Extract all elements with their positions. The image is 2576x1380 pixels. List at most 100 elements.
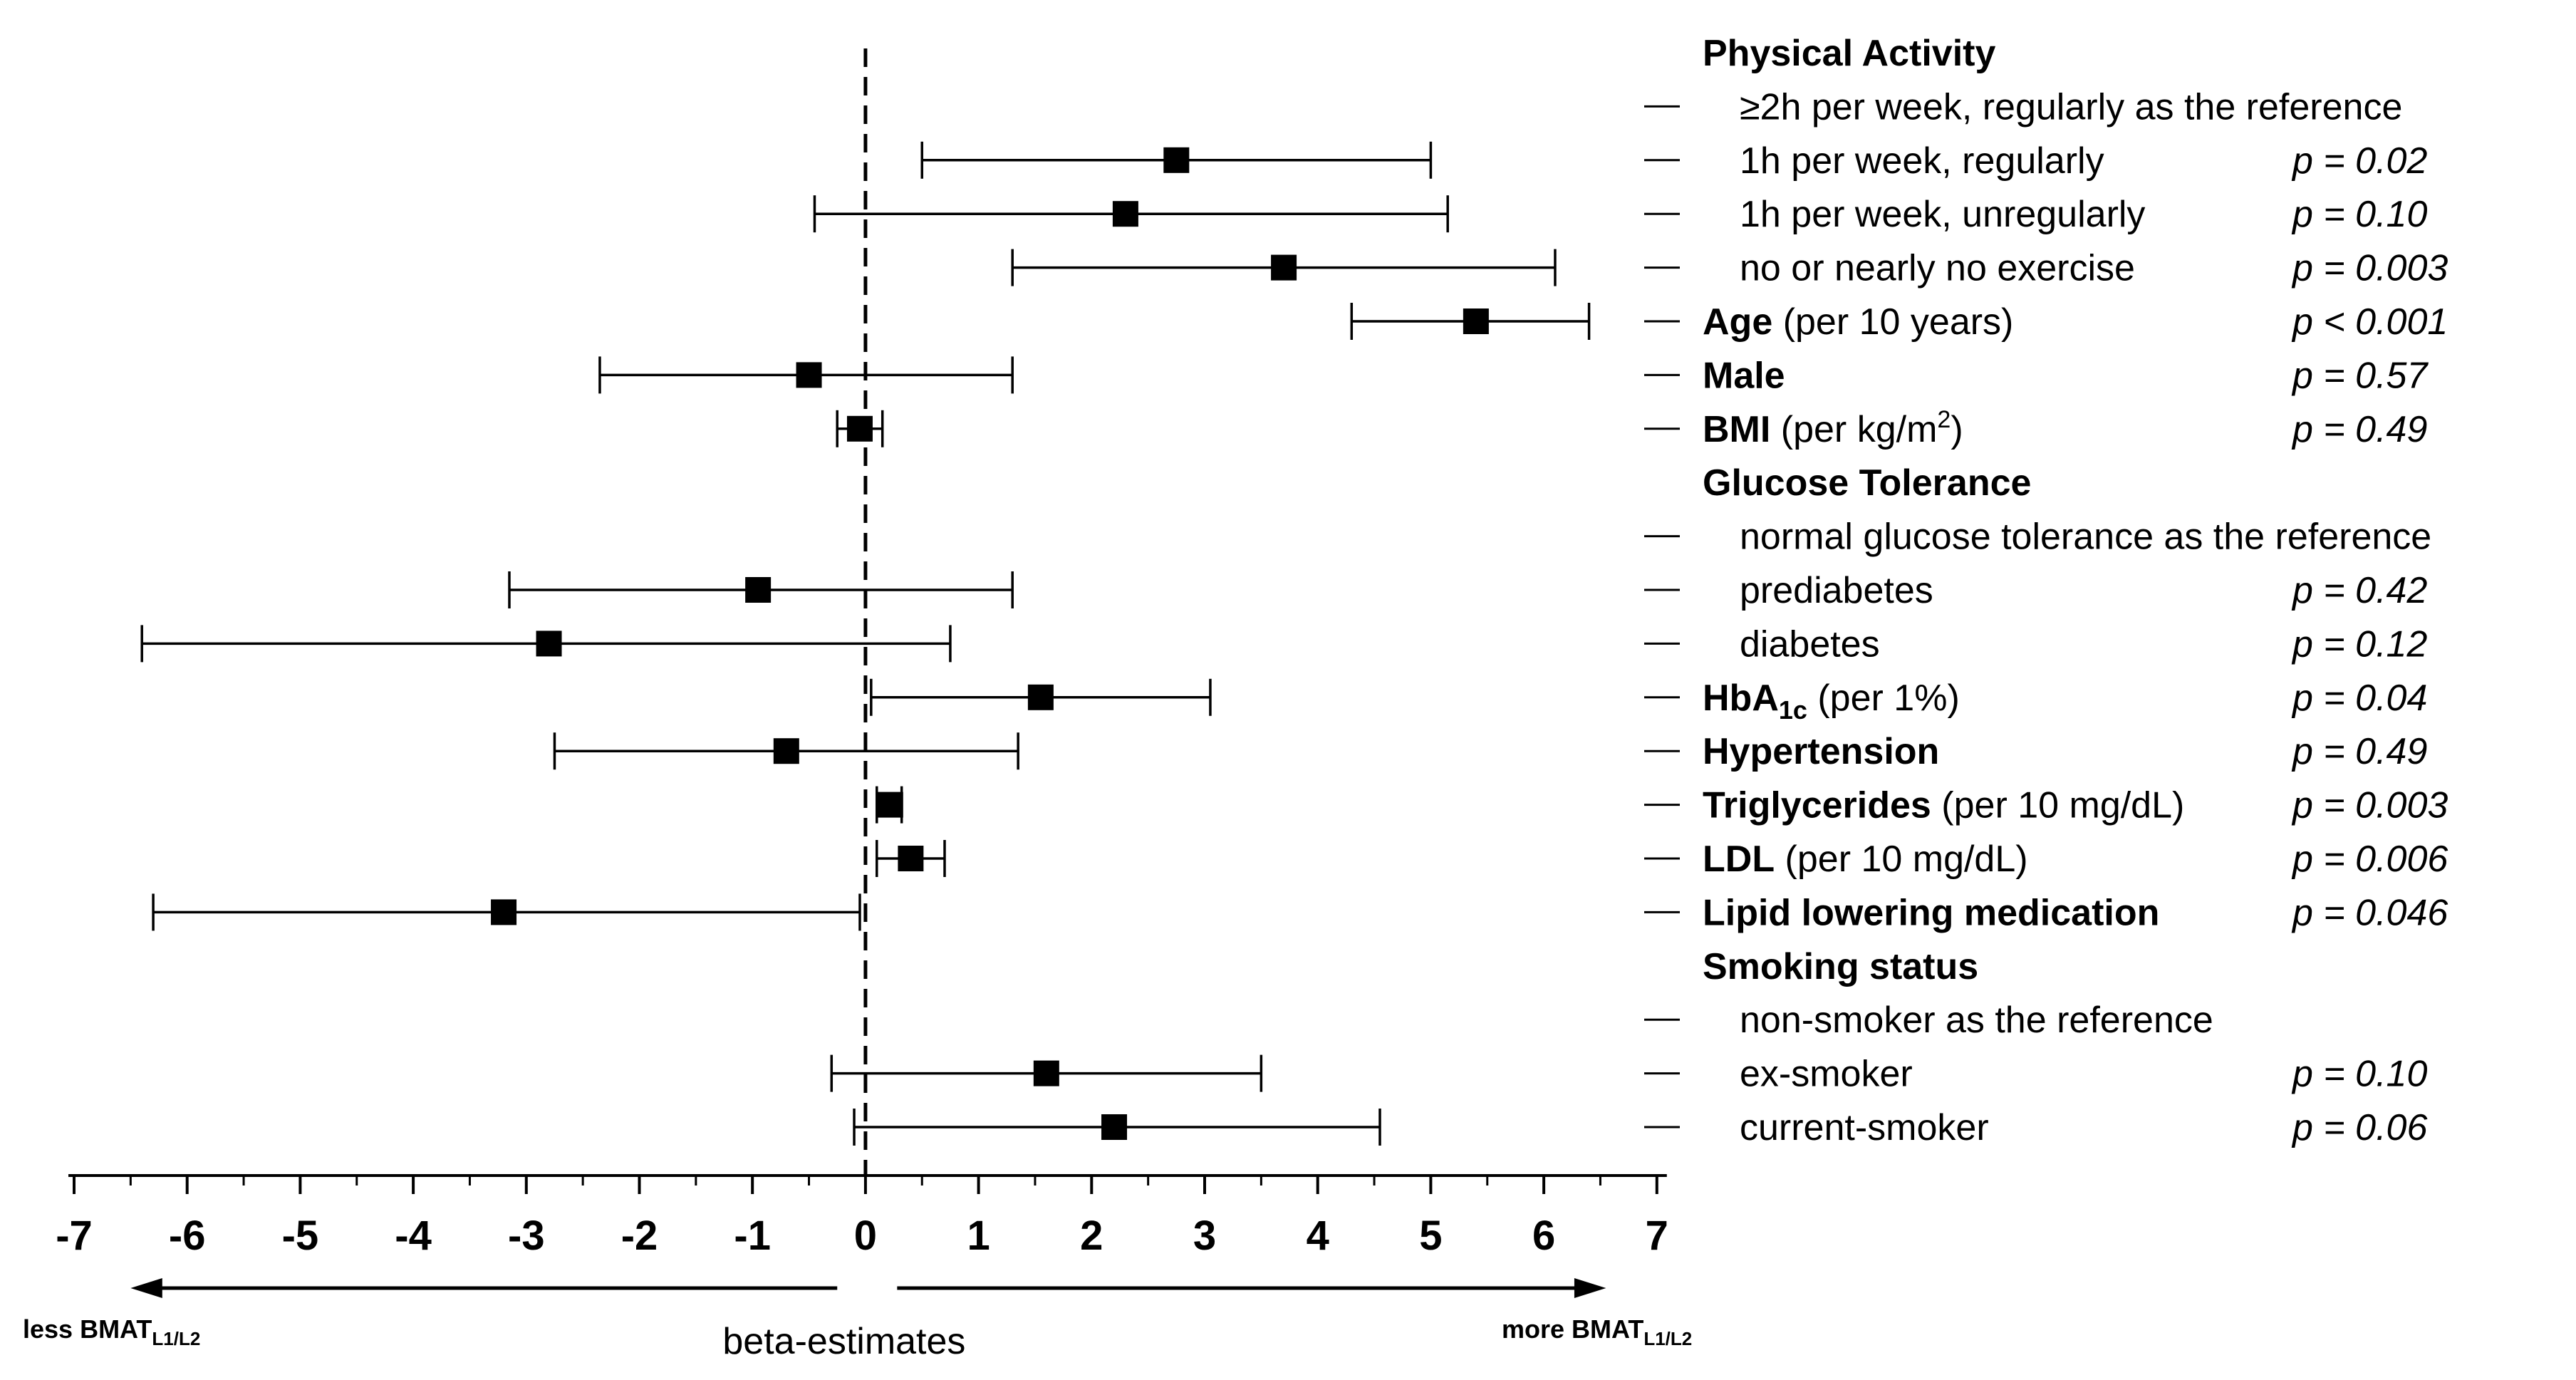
row-label-text: ex-smoker (1740, 1054, 1913, 1095)
ci-row-5 (1350, 303, 1591, 340)
row-label-text: Male (1703, 355, 1785, 396)
p-value: p = 0.02 (2291, 140, 2427, 182)
p-value: p = 0.006 (2291, 839, 2448, 880)
row-label-7: BMI (per kg/m2) p = 0.49 (1644, 406, 2427, 450)
p-value: p = 0.10 (2291, 1054, 2427, 1095)
tick-label: 5 (1419, 1213, 1442, 1259)
tick-label: -3 (508, 1213, 545, 1259)
ci-row-16 (152, 893, 861, 931)
p-value: p = 0.003 (2291, 248, 2448, 289)
row-label-text: prediabetes (1740, 570, 1933, 611)
row-label-1: ≥2h per week, regularly as the reference (1644, 86, 2402, 128)
ci-row-7 (836, 410, 884, 447)
row-label-20: current-smoker p = 0.06 (1644, 1107, 2427, 1148)
row-label-15: LDL (per 10 mg/dL) p = 0.006 (1644, 839, 2448, 880)
p-value: p = 0.42 (2291, 570, 2427, 611)
point-estimate (773, 738, 799, 764)
tick-label: 0 (854, 1213, 877, 1259)
tick-label: 2 (1080, 1213, 1103, 1259)
direction-left-label: less BMATL1/L2 (23, 1314, 200, 1349)
row-label-text: Physical Activity (1703, 33, 1995, 74)
point-estimate (1033, 1060, 1059, 1086)
row-label-text: 1h per week, unregularly (1740, 194, 2145, 235)
row-label-text: 1h per week, regularly (1740, 140, 2104, 182)
tick-label: -6 (169, 1213, 206, 1259)
p-value: p = 0.046 (2291, 892, 2448, 933)
row-label-11: diabetes p = 0.12 (1644, 623, 2427, 665)
row-label-0: Physical Activity (1703, 33, 1995, 74)
tick-label: -7 (56, 1213, 93, 1259)
right-arrow-head-icon (1574, 1278, 1606, 1298)
point-estimate (1463, 308, 1489, 334)
row-label-8: Glucose Tolerance (1703, 462, 2031, 504)
row-label-5: Age (per 10 years) p < 0.001 (1644, 301, 2448, 343)
ci-row-6 (598, 356, 1014, 394)
row-label-19: ex-smoker p = 0.10 (1644, 1054, 2427, 1095)
row-labels: Physical Activity ≥2h per week, regularly… (1644, 33, 2448, 1148)
ci-row-14 (876, 786, 903, 824)
row-label-17: Smoking status (1703, 946, 1978, 987)
ci-row-11 (140, 625, 952, 663)
row-label-9: normal glucose tolerance as the referenc… (1644, 517, 2431, 558)
left-arrow-head-icon (130, 1278, 162, 1298)
tick-label: 4 (1307, 1213, 1329, 1259)
row-label-text: Glucose Tolerance (1703, 462, 2031, 504)
p-value: p = 0.04 (2291, 678, 2427, 719)
row-label-2: 1h per week, regularly p = 0.02 (1644, 140, 2427, 182)
tick-label: -1 (734, 1213, 771, 1259)
ci-row-15 (876, 840, 946, 877)
row-label-6: Male p = 0.57 (1644, 355, 2429, 396)
point-estimate (536, 631, 562, 657)
row-label-text: non-smoker as the reference (1740, 1000, 2213, 1041)
row-label-text: BMI (per kg/m2) (1703, 406, 1963, 450)
row-label-text: diabetes (1740, 623, 1880, 665)
direction-right-label: more BMATL1/L2 (1502, 1314, 1692, 1349)
ci-row-4 (1011, 249, 1557, 286)
row-label-text: Triglycerides (per 10 mg/dL) (1703, 785, 2184, 826)
tick-label: 3 (1193, 1213, 1216, 1259)
p-value: p = 0.06 (2291, 1107, 2427, 1148)
tick-label: 7 (1646, 1213, 1668, 1259)
row-label-13: Hypertension p = 0.49 (1644, 731, 2427, 772)
ci-row-19 (830, 1054, 1263, 1092)
row-label-12: HbA1c (per 1%) p = 0.04 (1644, 678, 2427, 725)
plot-area (140, 48, 1591, 1176)
p-value: p = 0.10 (2291, 194, 2427, 235)
row-label-text: Hypertension (1703, 731, 1939, 772)
row-label-text: current-smoker (1740, 1107, 1989, 1148)
row-label-text: ≥2h per week, regularly as the reference (1740, 86, 2402, 128)
p-value: p = 0.49 (2291, 731, 2427, 772)
ci-row-2 (920, 141, 1433, 179)
tick-label: -4 (395, 1213, 432, 1259)
p-value: p = 0.003 (2291, 785, 2448, 826)
point-estimate (745, 577, 772, 603)
point-estimate (1101, 1114, 1128, 1140)
row-label-text: HbA1c (per 1%) (1703, 678, 1960, 725)
p-value: p = 0.57 (2291, 355, 2429, 396)
row-label-10: prediabetes p = 0.42 (1644, 570, 2427, 611)
row-label-3: 1h per week, unregularly p = 0.10 (1644, 194, 2427, 235)
row-label-text: Age (per 10 years) (1703, 301, 2013, 343)
point-estimate (1112, 201, 1138, 227)
ci-row-20 (853, 1109, 1381, 1146)
p-value: p = 0.12 (2291, 623, 2427, 665)
ci-row-13 (553, 732, 1019, 770)
point-estimate (491, 899, 517, 925)
point-estimate (1271, 254, 1297, 281)
point-estimate (1027, 684, 1054, 710)
x-axis-title: beta-estimates (722, 1321, 965, 1362)
tick-label: 6 (1532, 1213, 1555, 1259)
ci-row-10 (508, 571, 1014, 608)
x-axis: -7 -6 -5 -4 -3 -2 -1 0 1 2 3 4 5 6 7 less BMATL1/L2 more… (23, 1174, 1692, 1362)
ci-row-3 (813, 195, 1449, 233)
point-estimate (898, 846, 924, 871)
p-value: p < 0.001 (2291, 301, 2448, 343)
row-label-text: no or nearly no exercise (1740, 248, 2135, 289)
tick-label: 1 (967, 1213, 990, 1259)
point-estimate (796, 362, 822, 388)
tick-label: -5 (282, 1213, 319, 1259)
p-value: p = 0.49 (2291, 409, 2427, 450)
row-label-text: LDL (per 10 mg/dL) (1703, 839, 2028, 880)
point-estimate (846, 415, 873, 442)
row-label-4: no or nearly no exercise p = 0.003 (1644, 248, 2448, 289)
